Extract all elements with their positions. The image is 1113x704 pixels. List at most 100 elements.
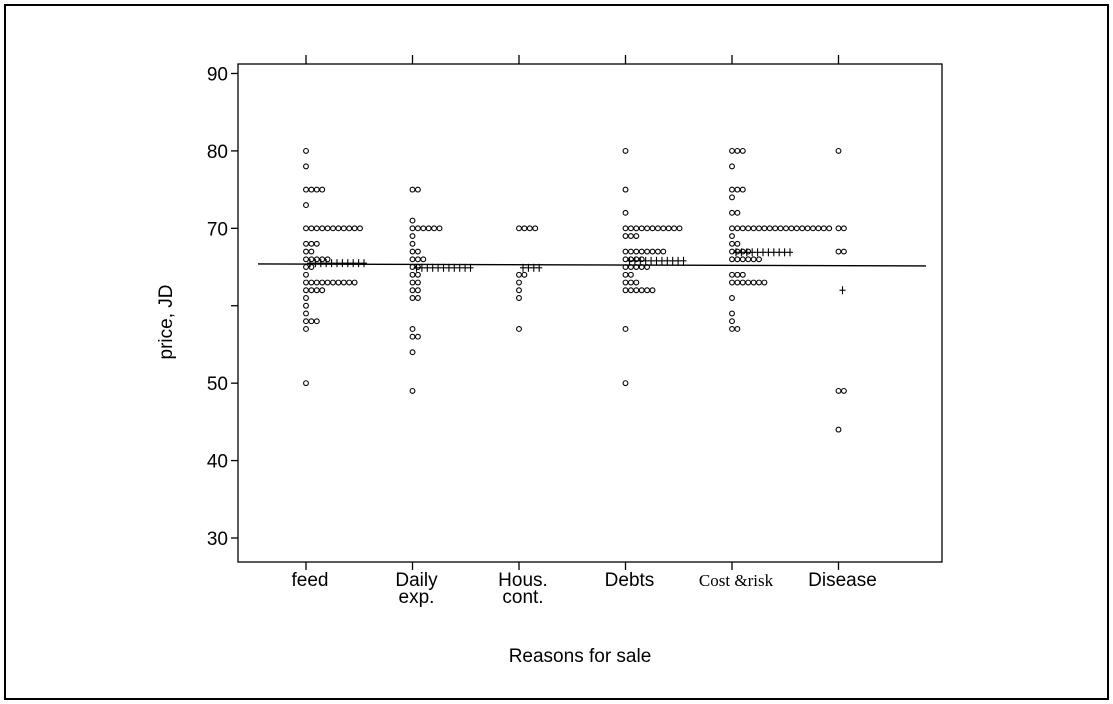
mean-marker: [355, 259, 362, 268]
x-tick-label: exp.: [399, 587, 435, 608]
mean-marker: [334, 259, 340, 268]
data-point: [671, 225, 678, 232]
data-point: [649, 248, 656, 255]
data-point: [772, 225, 779, 232]
x-tick-label: Daily: [395, 570, 438, 591]
data-point: [840, 387, 847, 394]
y-tick-label: 70: [207, 219, 228, 240]
mean-marker: [749, 248, 756, 257]
x-axis-title: Reasons for sale: [509, 646, 652, 667]
data-point: [303, 318, 309, 325]
data-point: [335, 279, 342, 286]
y-axis: 30 40 50 70 80 90: [207, 64, 238, 550]
data-point: [351, 279, 358, 286]
data-point: [303, 302, 309, 309]
data-point: [804, 225, 811, 232]
data-point: [409, 279, 416, 286]
data-point: [313, 225, 320, 232]
y-tick-label: 40: [207, 452, 228, 473]
mean-marker: [637, 256, 644, 265]
data-point: [734, 240, 741, 247]
data-point: [729, 310, 735, 317]
data-point: [835, 248, 842, 255]
mean-marker: [653, 256, 660, 265]
data-point: [739, 271, 746, 278]
data-point: [303, 279, 309, 286]
mean-marker: [323, 259, 330, 268]
data-point: [303, 147, 309, 154]
data-point: [627, 233, 634, 240]
mean-marker: [675, 256, 682, 265]
data-point: [303, 248, 309, 255]
mean-marker: [658, 256, 665, 265]
data-point: [526, 225, 533, 232]
data-point: [532, 225, 539, 232]
data-point: [622, 271, 629, 278]
data-point: [644, 225, 651, 232]
mean-marker: [328, 259, 335, 268]
data-point: [409, 271, 416, 278]
data-point: [633, 287, 640, 294]
data-point: [644, 287, 651, 294]
data-point: [414, 225, 421, 232]
mean-marker: [787, 248, 793, 257]
data-point: [622, 186, 629, 193]
data-point: [409, 295, 416, 301]
data-point: [414, 279, 421, 286]
data-point: [633, 225, 640, 232]
mean-marker: [765, 248, 772, 257]
x-tick-label: cont.: [502, 587, 543, 608]
data-point: [313, 186, 320, 193]
data-point: [414, 295, 421, 301]
data-point: [319, 287, 326, 294]
data-point: [409, 387, 416, 394]
data-point: [340, 225, 347, 232]
data-point: [414, 248, 421, 255]
mean-marker: [418, 263, 425, 272]
data-point: [633, 248, 640, 255]
data-point: [622, 209, 629, 216]
data-point: [308, 240, 315, 247]
data-point: [521, 271, 528, 278]
x-tick-label: Cost &risk: [699, 571, 774, 590]
data-point: [676, 225, 683, 232]
data-point: [777, 225, 784, 232]
data-point: [521, 225, 528, 232]
data-point: [815, 225, 822, 232]
data-point: [835, 225, 842, 232]
mean-marker: [317, 259, 324, 268]
data-point: [324, 279, 331, 286]
y-tick-label: 50: [207, 374, 228, 395]
data-point: [835, 426, 842, 433]
data-point: [303, 264, 309, 270]
data-point: [346, 279, 353, 286]
data-point: [734, 271, 741, 278]
data-point: [761, 225, 768, 232]
y-tick-label: 30: [207, 529, 228, 550]
data-point: [409, 240, 416, 247]
data-point: [409, 248, 416, 255]
data-point: [622, 233, 629, 240]
data-point: [414, 186, 421, 193]
data-point: [431, 225, 438, 232]
data-point: [633, 233, 640, 240]
mean-marker: [781, 248, 788, 257]
data-point: [516, 326, 522, 332]
data-point: [303, 186, 309, 193]
data-point: [729, 295, 735, 301]
data-point: [799, 225, 806, 232]
mean-marker: [344, 259, 351, 268]
data-point: [303, 326, 309, 332]
data-point: [409, 264, 416, 270]
data-point: [346, 225, 353, 232]
mean-marker: [776, 248, 783, 257]
data-point: [627, 279, 634, 286]
data-point: [409, 349, 416, 356]
data-point: [826, 225, 833, 232]
mean-marker: [648, 256, 655, 265]
data-point: [654, 248, 661, 255]
data-point: [734, 225, 741, 232]
mean-marker: [429, 263, 436, 272]
data-point: [516, 295, 522, 301]
